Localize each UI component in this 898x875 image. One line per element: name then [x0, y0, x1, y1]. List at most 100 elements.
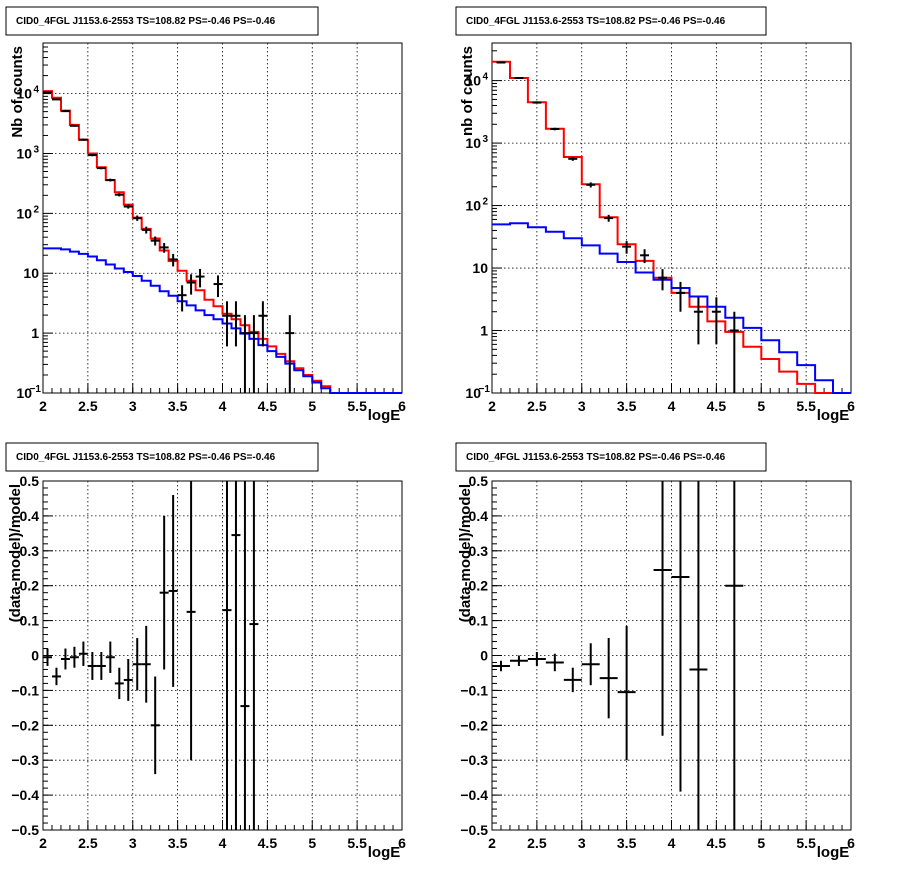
x-tick-label: 4.5 — [707, 835, 727, 851]
x-axis-label: logE — [368, 844, 401, 861]
data-point — [114, 193, 124, 197]
chart-panel-bottom-right: 2 2.5 3 3.5 4 4.5 5 5.5 6logE−0.5−0.4−0.3−0.2−0.… — [455, 442, 855, 861]
data-point — [213, 275, 223, 298]
y-tick-label: −0.4 — [11, 787, 39, 803]
data-point — [43, 648, 52, 666]
x-tick-label: 5 — [308, 835, 316, 851]
data-point — [725, 481, 744, 830]
x-tick-label: 6 — [398, 398, 406, 414]
y-tick-label: 10 — [16, 86, 32, 102]
y-tick-label: 0.4 — [469, 508, 489, 524]
y-axis-label: (data-model)/model — [457, 484, 474, 622]
data-point — [123, 658, 133, 701]
x-tick-label: 4 — [668, 398, 676, 414]
data-point — [186, 274, 196, 295]
x-tick-label: 3.5 — [168, 835, 188, 851]
data-point — [653, 481, 672, 736]
data-point — [550, 127, 560, 131]
data-point — [586, 182, 596, 188]
data-point — [168, 253, 178, 267]
series-0 — [492, 481, 744, 830]
x-tick-label: 6 — [847, 398, 855, 414]
data-point — [69, 646, 79, 668]
y-tick-label: −0.1 — [460, 682, 488, 698]
x-tick-label: 4.5 — [258, 835, 278, 851]
data-point — [285, 315, 295, 393]
x-tick-label: 3 — [129, 398, 137, 414]
y-tick-label: 10 — [465, 198, 481, 214]
data-point — [527, 652, 546, 666]
y-tick-label: 0 — [31, 648, 39, 664]
x-tick-label: 3.5 — [617, 835, 637, 851]
data-point — [568, 156, 578, 161]
x-axis: 2 2.5 3 3.5 4 4.5 5 5.5 6 — [488, 481, 855, 851]
data-point — [114, 667, 124, 700]
data-point — [231, 301, 241, 347]
data-point — [105, 178, 115, 182]
y-axis-label: nb of counts — [459, 46, 476, 136]
data-point — [123, 204, 133, 209]
x-tick-label: 2 — [39, 835, 47, 851]
data-point — [509, 655, 528, 666]
data-point — [195, 268, 205, 288]
data-point — [545, 653, 564, 672]
y-axis: −0.5 −0.4 −0.3 −0.2 −0.1 0 0.1 0.2 0.3 0.4 0.5 — [11, 473, 402, 838]
data-point — [693, 297, 703, 345]
x-tick-label: 4 — [219, 398, 227, 414]
data-point — [231, 481, 241, 830]
x-tick-label: 5 — [757, 398, 765, 414]
data-point — [69, 124, 79, 127]
title-box — [455, 442, 767, 472]
data-point — [222, 481, 232, 830]
y-tick-label: 10 — [16, 145, 32, 161]
x-tick-label: 3 — [129, 835, 137, 851]
series-0 — [43, 481, 259, 830]
series-1 — [43, 247, 402, 394]
y-tick-label: 1 — [31, 325, 39, 341]
x-tick-label: 2 — [488, 835, 496, 851]
data-point — [150, 676, 160, 775]
data-point — [87, 154, 97, 157]
title-box — [5, 6, 319, 36]
y-tick-exponent: 3 — [33, 144, 39, 155]
data-point — [222, 301, 232, 347]
y-tick-label: 0.4 — [20, 508, 40, 524]
y-tick-exponent: 2 — [33, 204, 39, 215]
series-2 — [43, 91, 295, 393]
y-tick-label: 0.1 — [469, 613, 489, 629]
y-tick-exponent: 2 — [482, 197, 488, 208]
data-point — [51, 667, 61, 686]
y-tick-label: 0.3 — [20, 543, 40, 559]
data-point — [258, 301, 268, 347]
chart-panel-bottom-left: 2 2.5 3 3.5 4 4.5 5 5.5 6logE−0.5−0.4−0.3−0.2−0.… — [5, 442, 406, 861]
x-tick-label: 4 — [219, 835, 227, 851]
plot-frame — [42, 42, 403, 394]
data-point — [671, 481, 690, 792]
x-tick-label: 5 — [308, 398, 316, 414]
data-point — [87, 652, 97, 680]
y-tick-label: 10 — [465, 135, 481, 151]
y-tick-label: −0.4 — [460, 787, 488, 803]
x-tick-label: 4.5 — [707, 398, 727, 414]
data-point — [141, 226, 151, 234]
data-point — [689, 481, 708, 830]
y-axis-label: (data-model)/model — [7, 484, 24, 622]
data-point — [186, 481, 196, 761]
x-axis: 2 2.5 3 3.5 4 4.5 5 5.5 6 — [39, 43, 406, 414]
y-tick-label: 10 — [465, 385, 481, 401]
data-point — [599, 638, 618, 719]
data-point — [78, 641, 88, 666]
data-point — [132, 215, 142, 221]
y-axis: −0.5 −0.4 −0.3 −0.2 −0.1 0 0.1 0.2 0.3 0.4 0.5 — [460, 473, 851, 838]
y-tick-label: 0.3 — [469, 543, 489, 559]
x-tick-label: 5 — [757, 835, 765, 851]
data-point — [514, 77, 524, 80]
x-tick-label: 3.5 — [617, 398, 637, 414]
x-tick-label: 3 — [578, 835, 586, 851]
y-tick-label: 0.5 — [469, 473, 489, 489]
plot-frame — [491, 42, 852, 394]
x-tick-label: 3 — [578, 398, 586, 414]
x-tick-label: 5.5 — [796, 835, 816, 851]
